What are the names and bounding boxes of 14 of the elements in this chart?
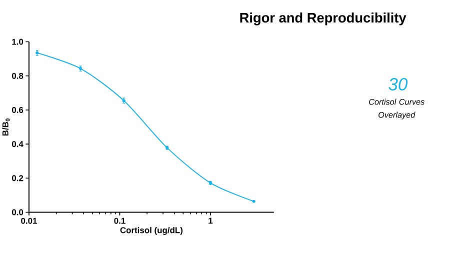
y-tick-label: 1.0 [12, 38, 24, 45]
x-tick-label: 0.1 [114, 218, 126, 224]
y-tick-label: 0.6 [12, 106, 24, 113]
y-tick-label: 0.0 [12, 209, 24, 216]
y-axis-title: B/B$_{0}$ [2, 118, 10, 136]
y-tick-label: 0.2 [12, 175, 24, 182]
text: Rigor and Reproducibility [240, 12, 406, 26]
x-axis-title: Cortisol (ug/dL) [120, 226, 183, 235]
x-tick-label: 1 [208, 218, 213, 224]
text: Cortisol Curves Overlayed [369, 98, 424, 120]
text: 30 [388, 78, 408, 90]
x-tick-label: 0.01 [21, 218, 37, 224]
y-tick-label: 0.4 [12, 141, 24, 148]
y-tick-label: 0.8 [12, 72, 24, 79]
